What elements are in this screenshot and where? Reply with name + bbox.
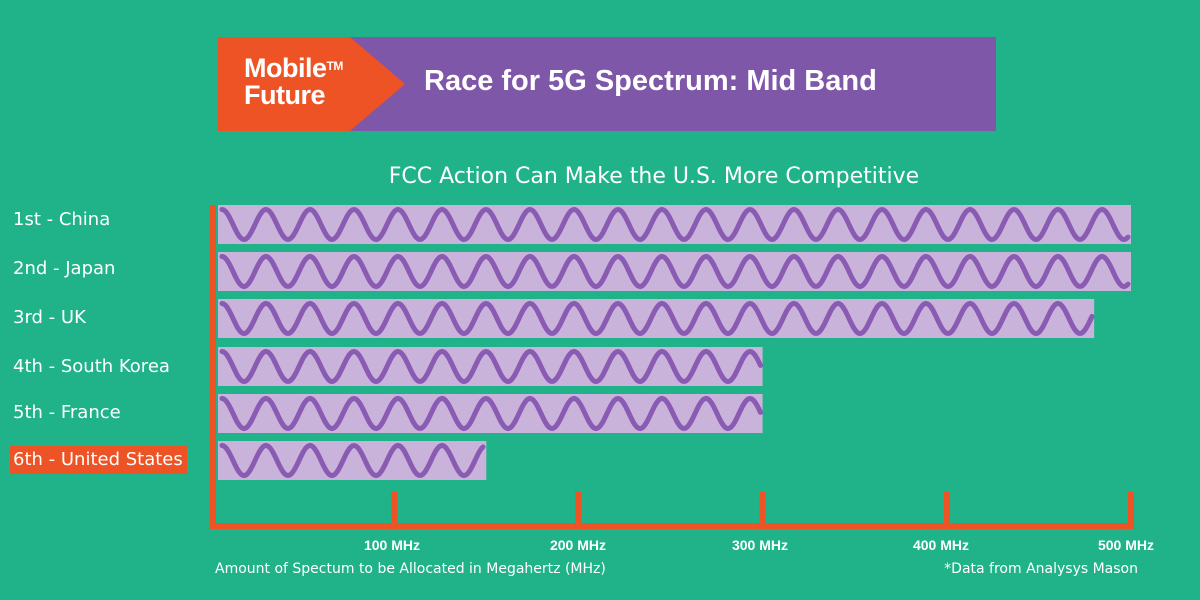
banner-shape <box>218 37 996 131</box>
bar-wave-uk <box>219 300 1095 337</box>
x-axis-line <box>210 523 1134 529</box>
tick-label-100: 100 MHz <box>363 537 421 553</box>
x-tick-200 <box>575 492 582 529</box>
x-tick-400 <box>943 492 950 529</box>
bar-wave-france <box>219 395 763 432</box>
x-tick-500 <box>1128 492 1134 529</box>
category-label-china: 1st - China <box>13 209 111 230</box>
x-tick-300 <box>759 492 766 529</box>
bar-wave-japan <box>219 253 1131 290</box>
category-label-japan: 2nd - Japan <box>13 258 116 279</box>
category-label-south-korea: 4th - South Korea <box>13 356 170 377</box>
header-banner: MobileTM Future Race for 5G Spectrum: Mi… <box>218 37 996 131</box>
logo-trademark: TM <box>326 59 344 73</box>
category-label-france: 5th - France <box>13 402 121 423</box>
bar-wave-china <box>219 206 1131 243</box>
tick-label-300: 300 MHz <box>731 537 789 553</box>
y-axis-line <box>210 205 216 529</box>
x-tick-100 <box>391 492 398 529</box>
category-label-united-states: 6th - United States <box>10 446 187 474</box>
tick-label-500: 500 MHz <box>1097 537 1155 553</box>
tick-label-400: 400 MHz <box>912 537 970 553</box>
tick-label-200: 200 MHz <box>549 537 607 553</box>
bar-wave-south-korea <box>219 348 763 385</box>
logo-line2: Future <box>244 80 326 110</box>
source-note: *Data from Analysys Mason <box>944 561 1138 577</box>
x-axis-label: Amount of Spectum to be Allocated in Meg… <box>215 561 606 577</box>
brand-logo: MobileTM Future <box>244 55 343 109</box>
chart-title: FCC Action Can Make the U.S. More Compet… <box>388 164 920 189</box>
bar-wave-united-states <box>219 442 486 479</box>
logo-line1: Mobile <box>244 53 327 83</box>
banner-title: Race for 5G Spectrum: Mid Band <box>424 65 877 97</box>
category-label-uk: 3rd - UK <box>13 307 86 328</box>
